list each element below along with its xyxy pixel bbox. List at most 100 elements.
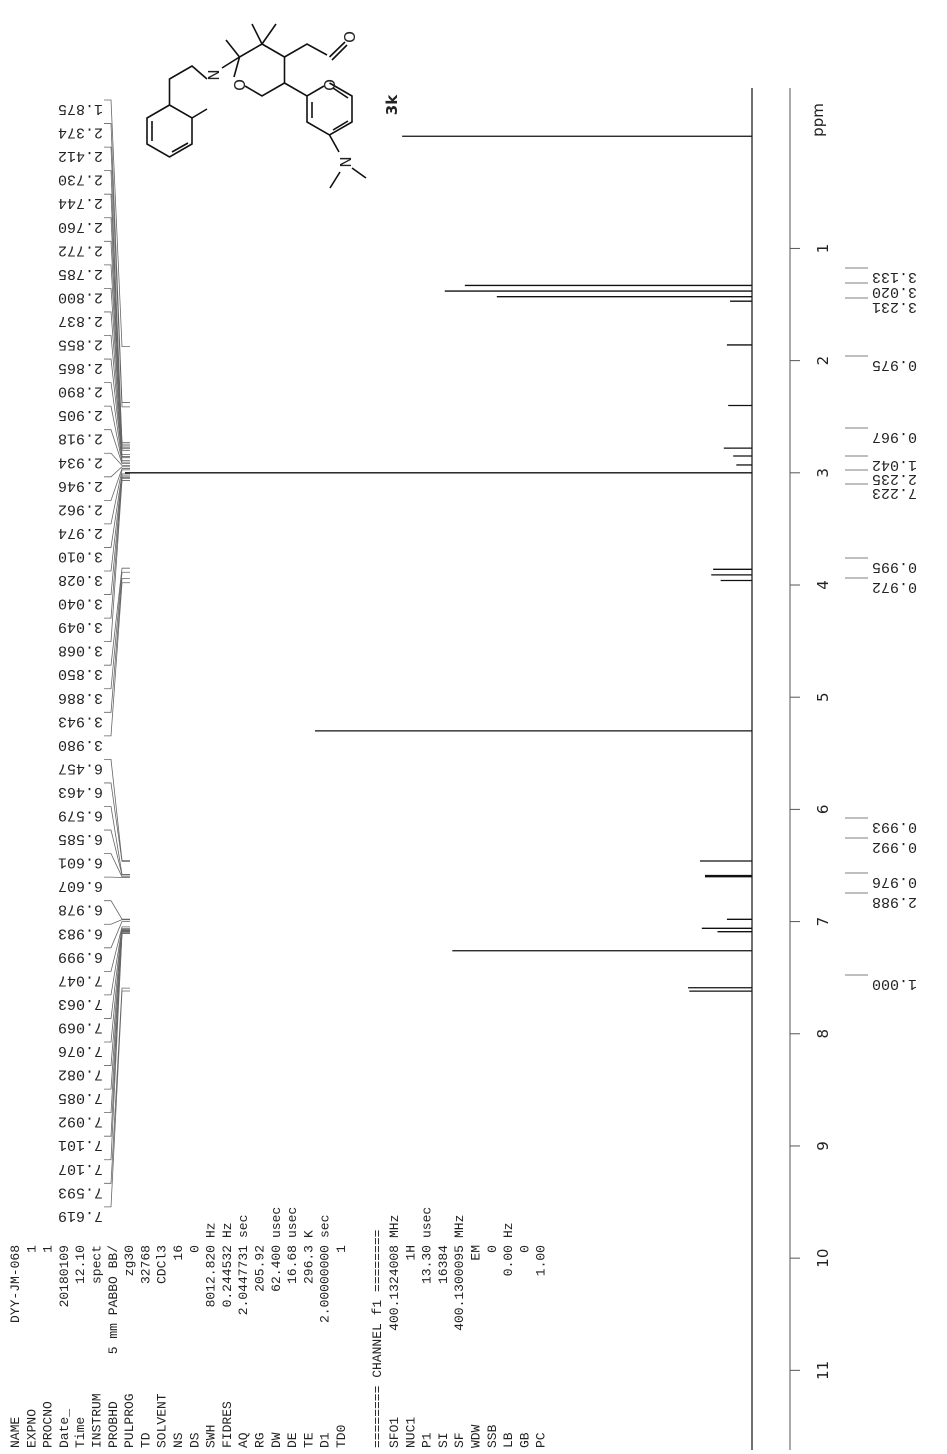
peak-label: 3.028: [58, 571, 103, 588]
param-value: 2.0447731: [236, 1245, 251, 1315]
peak-label: 3.049: [58, 618, 103, 635]
peak-label: 2.772: [58, 241, 103, 258]
param-unit: Hz: [204, 1222, 219, 1238]
param-value: 0.00: [501, 1245, 516, 1276]
peak-leader: [104, 987, 130, 1184]
param-unit: sec: [236, 1215, 251, 1238]
peak-label: 3.886: [58, 689, 103, 706]
peak-leader: [104, 933, 130, 1161]
peak-leader: [104, 358, 130, 459]
peak-leader: [104, 475, 130, 572]
param-value: 1: [334, 1245, 349, 1253]
peak-label: 2.785: [58, 265, 103, 282]
tick-label: 2: [814, 356, 832, 366]
peak-label: 7.069: [58, 1018, 103, 1035]
peak-label: 3.943: [58, 712, 103, 729]
peak-leader: [104, 782, 130, 862]
param-name: D1: [318, 1432, 333, 1448]
peak-leader: [104, 264, 130, 450]
peak-leader: [104, 146, 130, 408]
param-value: spect: [90, 1245, 105, 1284]
param-name: TD0: [334, 1425, 349, 1448]
peak-leader: [104, 930, 130, 1090]
peak-label: 6.999: [58, 948, 103, 965]
peak-label: 2.962: [58, 500, 103, 517]
param-name: P1: [420, 1432, 435, 1448]
peak-leader: [104, 473, 130, 548]
param-name: DE: [285, 1432, 300, 1448]
atom-label: O: [231, 79, 249, 91]
param-value: 12.10: [73, 1245, 88, 1284]
peak-label: 7.082: [58, 1066, 103, 1083]
param-unit: Hz: [220, 1222, 235, 1238]
integral-label: 0.995: [872, 558, 917, 575]
param-name: FIDRES: [220, 1401, 235, 1448]
integral-label: 0.992: [872, 838, 917, 855]
peak-label: 3.850: [58, 665, 103, 682]
peak-label: 6.607: [58, 877, 103, 894]
peak-label: 2.905: [58, 406, 103, 423]
integral-label: 0.967: [872, 428, 917, 445]
param-value: 20180109: [57, 1245, 72, 1307]
peak-leader: [104, 240, 130, 448]
peak-label: 2.374: [58, 124, 103, 141]
peak-label: 7.101: [58, 1136, 103, 1153]
param-unit: MHz: [387, 1215, 402, 1238]
peak-leader: [104, 567, 130, 666]
peak-label: 3.980: [58, 736, 103, 753]
param-value: 1: [41, 1245, 56, 1253]
peak-leader: [104, 468, 130, 501]
param-unit: K: [301, 1230, 316, 1238]
peak-label: 6.463: [58, 783, 103, 800]
peak-leader: [104, 932, 130, 1137]
param-name: PC: [534, 1432, 549, 1448]
peak-leader: [104, 170, 130, 443]
peak-label: 2.412: [58, 147, 103, 164]
peak-label: 7.593: [58, 1183, 103, 1200]
peak-label: 2.800: [58, 288, 103, 305]
peak-label: 7.092: [58, 1113, 103, 1130]
peak-label: 3.040: [58, 595, 103, 612]
peak-leader: [104, 900, 130, 920]
peak-label: 6.978: [58, 901, 103, 918]
param-value: 400.1324008: [387, 1245, 402, 1331]
param-unit: usec: [285, 1207, 300, 1238]
param-value: 1.00: [534, 1245, 549, 1276]
atom-label: N: [337, 156, 355, 167]
param-value: zg30: [122, 1245, 137, 1276]
peak-label: 3.068: [58, 642, 103, 659]
param-name: SOLVENT: [155, 1393, 170, 1448]
param-value: 2.00000000: [318, 1245, 333, 1323]
param-name: NUC1: [403, 1417, 418, 1448]
axis-label: ppm: [809, 103, 827, 137]
peak-label: 6.601: [58, 854, 103, 871]
atom-label: O: [341, 31, 359, 43]
param-name: INSTRUM: [90, 1393, 105, 1448]
channel-title: ======== CHANNEL f1 ========: [370, 1229, 385, 1448]
peak-leader: [104, 429, 130, 465]
param-value: 400.1300095: [452, 1245, 467, 1331]
param-value: 0: [485, 1245, 500, 1253]
param-name: Time: [73, 1417, 88, 1448]
tick-label: 8: [814, 1029, 832, 1039]
param-name: TE: [301, 1432, 316, 1448]
peak-leader: [104, 480, 130, 643]
param-unit: usec: [269, 1207, 284, 1238]
peak-leader: [104, 990, 130, 1208]
param-value: 0: [187, 1245, 202, 1253]
param-name: GB: [517, 1432, 532, 1448]
tick-label: 4: [814, 580, 832, 590]
integral-label: 7.223: [872, 484, 917, 501]
peak-leader: [104, 287, 130, 451]
param-name: WDW: [469, 1424, 484, 1448]
peak-label: 7.047: [58, 971, 103, 988]
param-unit: MHz: [452, 1215, 467, 1238]
param-name: RG: [253, 1432, 268, 1448]
peak-leader: [104, 926, 130, 972]
integral-label: 0.993: [872, 818, 917, 835]
param-value: CDCl3: [155, 1245, 170, 1284]
integral-label: 3.020: [872, 283, 917, 300]
param-value: 0: [517, 1245, 532, 1253]
param-value: 1H: [403, 1245, 418, 1261]
atom-label: N: [205, 69, 223, 80]
